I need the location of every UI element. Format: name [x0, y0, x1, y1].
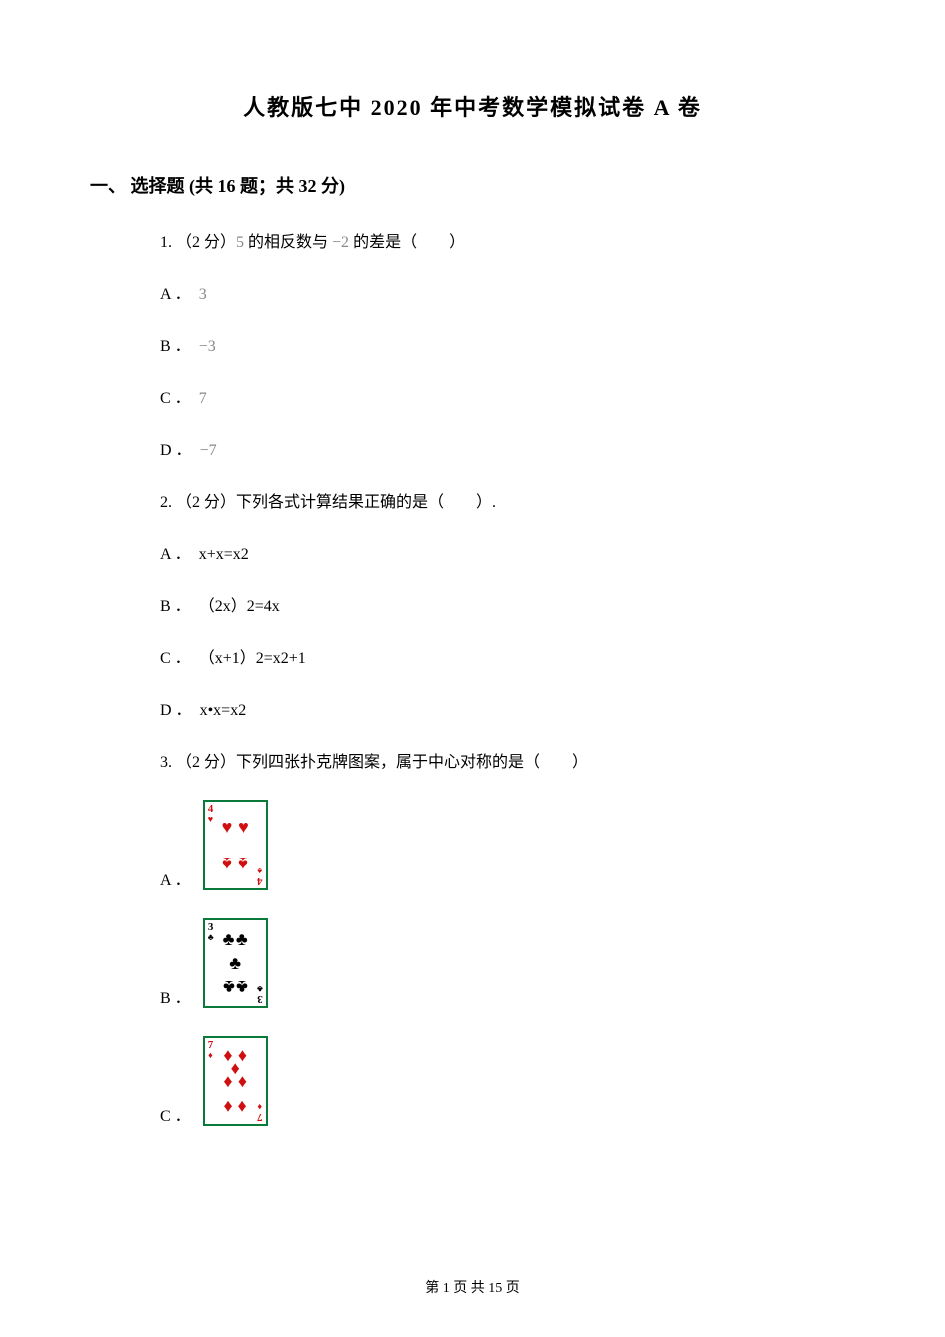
q1-a-label: A ． [160, 280, 191, 304]
q1-b-label: B ． [160, 332, 191, 356]
card-pip: ♦ [238, 1098, 247, 1116]
q1-b-val: −3 [199, 338, 216, 356]
card-pip: ♣ [236, 930, 248, 948]
q1-d-label: D ． [160, 436, 192, 460]
card-pip: ♦ [238, 1072, 247, 1090]
q2-d-label: D ． [160, 696, 192, 720]
q1-a-val: 3 [199, 286, 207, 304]
card-pip: ♣ [229, 954, 241, 972]
q1-c-val: 7 [199, 390, 207, 408]
q2-c-val: （x+1）2=x2+1 [199, 644, 306, 668]
q2-option-d: D ． x•x=x2 [160, 696, 825, 720]
q3-option-b: B ． 3♣3♣♣♣♣♣♣ [160, 918, 825, 1008]
q1-num1: 5 [236, 234, 244, 251]
q1-pre: 1. （2 分） [160, 234, 236, 251]
card-pip: ♣ [223, 978, 235, 996]
card-pip-area: ♣♣♣♣♣ [219, 926, 252, 1000]
card-7-diamonds: 7♦7♦♦♦♦♦♦♦♦ [203, 1036, 268, 1126]
card-pip: ♥ [238, 818, 249, 836]
q3-option-a: A ． 4♥ 4♠ ♥ ♥ ♠ ♠ [160, 800, 825, 890]
card-pip: ♠ [222, 855, 232, 873]
q1-option-b: B ． −3 [160, 332, 825, 356]
card-corner-tl: 7♦ [208, 1040, 214, 1060]
q2-b-val: （2x）2=4x [199, 592, 280, 616]
q1-mid: 的相反数与 [244, 234, 332, 251]
q2-option-a: A ． x+x=x2 [160, 540, 825, 564]
card-corner-tl: 4♥ [208, 804, 214, 824]
q3-b-label: B ． [160, 984, 191, 1008]
card-pip: ♥ [222, 818, 233, 836]
q1-option-d: D ． −7 [160, 436, 825, 460]
section-header: 一、 选择题 (共 16 题；共 32 分) [90, 172, 825, 198]
card-corner-tl: 3♣ [208, 922, 214, 942]
page-footer: 第 1 页 共 15 页 [0, 1277, 945, 1297]
q1-c-label: C ． [160, 384, 191, 408]
card-corner-br: 4♠ [257, 866, 263, 886]
card-pip: ♣ [236, 978, 248, 996]
q2-option-c: C ． （x+1）2=x2+1 [160, 644, 825, 668]
q2-a-label: A ． [160, 540, 191, 564]
q1-option-c: C ． 7 [160, 384, 825, 408]
card-pip: ♦ [223, 1072, 232, 1090]
card-3-clubs: 3♣3♣♣♣♣♣♣ [203, 918, 268, 1008]
card-pip: ♠ [239, 855, 249, 873]
q2-b-label: B ． [160, 592, 191, 616]
card-4-hearts: 4♥ 4♠ ♥ ♥ ♠ ♠ [203, 800, 268, 890]
card-pip: ♦ [223, 1098, 232, 1116]
q1-tail: 的差是（ ） [349, 234, 465, 251]
q2-c-label: C ． [160, 644, 191, 668]
doc-title: 人教版七中 2020 年中考数学模拟试卷 A 卷 [120, 90, 825, 122]
card-corner-br: 7♦ [257, 1102, 263, 1122]
q3-c-label: C ． [160, 1102, 191, 1126]
q2-d-val: x•x=x2 [200, 702, 247, 720]
q3-a-label: A ． [160, 866, 191, 890]
q1-stem: 1. （2 分）5 的相反数与 −2 的差是（ ） [160, 228, 825, 252]
q2-option-b: B ． （2x）2=4x [160, 592, 825, 616]
q2-stem: 2. （2 分）下列各式计算结果正确的是（ ）. [160, 488, 825, 512]
card-pip-area: ♦♦♦♦♦♦♦ [219, 1044, 252, 1118]
q1-num2: −2 [332, 234, 349, 251]
card-corner-br: 3♣ [257, 984, 263, 1004]
q1-d-val: −7 [200, 442, 217, 460]
card-pip-area: ♥ ♥ ♠ ♠ [219, 808, 252, 882]
q1-option-a: A ． 3 [160, 280, 825, 304]
q2-a-val: x+x=x2 [199, 546, 249, 564]
q3-option-c: C ． 7♦7♦♦♦♦♦♦♦♦ [160, 1036, 825, 1126]
card-pip: ♣ [223, 930, 235, 948]
q3-stem: 3. （2 分）下列四张扑克牌图案，属于中心对称的是（ ） [160, 748, 825, 772]
